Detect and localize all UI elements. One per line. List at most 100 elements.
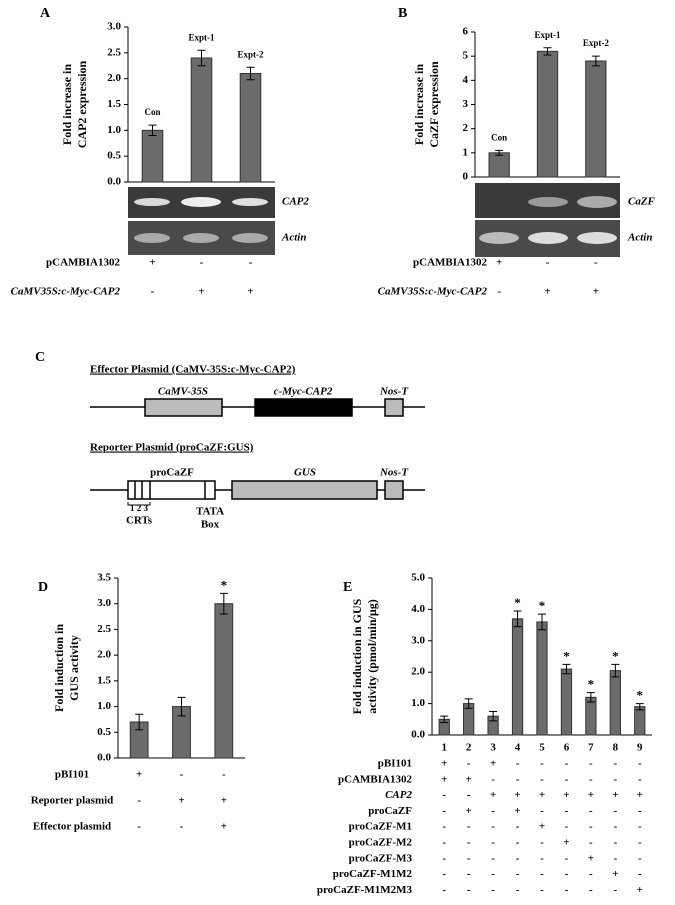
table-cell: - [589,805,593,817]
y-tick-label: 1.0 [107,124,121,136]
y-axis-label: Fold induction in GUS [350,598,364,714]
table-cell: - [589,773,593,785]
table-cell: + [563,837,569,849]
y-tick-label: 3.0 [411,634,425,646]
y-tick-label: 1 [463,146,469,158]
crt-label: CRTs [126,515,153,527]
table-cell: - [638,821,642,833]
row-label: pBI101 [378,758,412,770]
table-cell: - [565,805,569,817]
table-cell: - [540,773,544,785]
row-label: proCaZF-M2 [349,837,413,849]
row-label: pBI101 [55,769,89,781]
category-label: 4 [515,742,521,754]
table-cell: - [491,805,495,817]
row-label: Effector plasmid [33,821,111,833]
table-cell: - [589,758,593,770]
category-label: 7 [588,742,594,754]
table-cell: - [565,758,569,770]
error-bar [135,713,144,731]
error-bar [219,592,228,615]
error-bar [495,149,504,156]
table-cell: - [565,821,569,833]
table-cell: - [491,868,495,880]
gel [475,183,620,257]
category-label: 3 [490,742,496,754]
significance-mark: * [612,648,619,663]
table-cell: - [565,868,569,880]
row-label: CAP2 [385,789,412,801]
table-cell: + [563,789,569,801]
row-label: CaMV35S:c-Myc-CAP2 [378,286,488,298]
table-cell: - [589,837,593,849]
table-cell: - [546,257,550,269]
table-cell: + [149,257,155,269]
plasmid-diagram [90,398,425,506]
y-axis-label: Fold induction in [52,624,66,712]
table-cell: + [466,805,472,817]
table-cell: - [467,884,471,896]
table-cell: - [442,805,446,817]
category-label: 2 [466,742,472,754]
table-cell: + [136,769,142,781]
category-label: Expt-1 [188,32,215,42]
table-cell: - [613,837,617,849]
bar [634,706,646,736]
error-bar [246,66,255,81]
table-cell: - [491,773,495,785]
y-tick-label: 0.0 [97,752,111,764]
y-axis-label: GUS activity [67,635,81,701]
category-label: Expt-2 [583,38,610,48]
error-bar [591,55,600,67]
y-axis-label: CAP2 expression [75,60,89,148]
y-axis-label: activity (pmol/min/µg) [365,599,379,714]
table-cell: - [638,868,642,880]
y-tick-label: 5.0 [411,572,425,584]
row-label: pCAMBIA1302 [338,773,412,785]
error-bar [489,710,498,722]
table-cell: + [247,286,253,298]
table-cell: - [516,868,520,880]
table-cell: + [466,773,472,785]
part-label: Nos-T [379,467,409,479]
table-cell: - [491,852,495,864]
significance-mark: * [563,648,570,663]
row-label: pCAMBIA1302 [413,257,487,269]
table-cell: + [539,789,545,801]
table-cell: - [540,758,544,770]
bar [585,60,607,178]
y-tick-label: 1.0 [97,700,111,712]
error-bar [538,613,546,631]
bar [585,696,597,736]
table-cell: - [516,852,520,864]
table-cell: + [490,758,496,770]
table-cell: - [516,758,520,770]
table-cell: - [442,837,446,849]
table-cell: - [589,821,593,833]
table-cell: + [514,805,520,817]
y-tick-label: 4.0 [411,603,425,615]
table-cell: - [613,805,617,817]
y-tick-label: 0.0 [411,729,425,741]
category-label: Expt-1 [534,30,561,40]
table-cell: - [442,821,446,833]
row-label: proCaZF-M1M2 [333,868,413,880]
table-cell: + [612,789,618,801]
table-cell: - [497,286,501,298]
table-cell: - [613,852,617,864]
table-cell: - [491,884,495,896]
table-cell: - [442,884,446,896]
significance-mark: * [539,598,546,613]
y-tick-label: 2.5 [107,46,121,58]
table-cell: - [540,837,544,849]
table-cell: + [514,789,520,801]
table-cell: - [249,257,253,269]
tata-label: Box [201,519,220,531]
category-label: Con [491,132,507,142]
bar [214,603,234,759]
y-tick-label: 6 [463,26,469,38]
table-cell: - [613,758,617,770]
y-tick-label: 3.0 [107,21,121,33]
table-cell: - [540,805,544,817]
